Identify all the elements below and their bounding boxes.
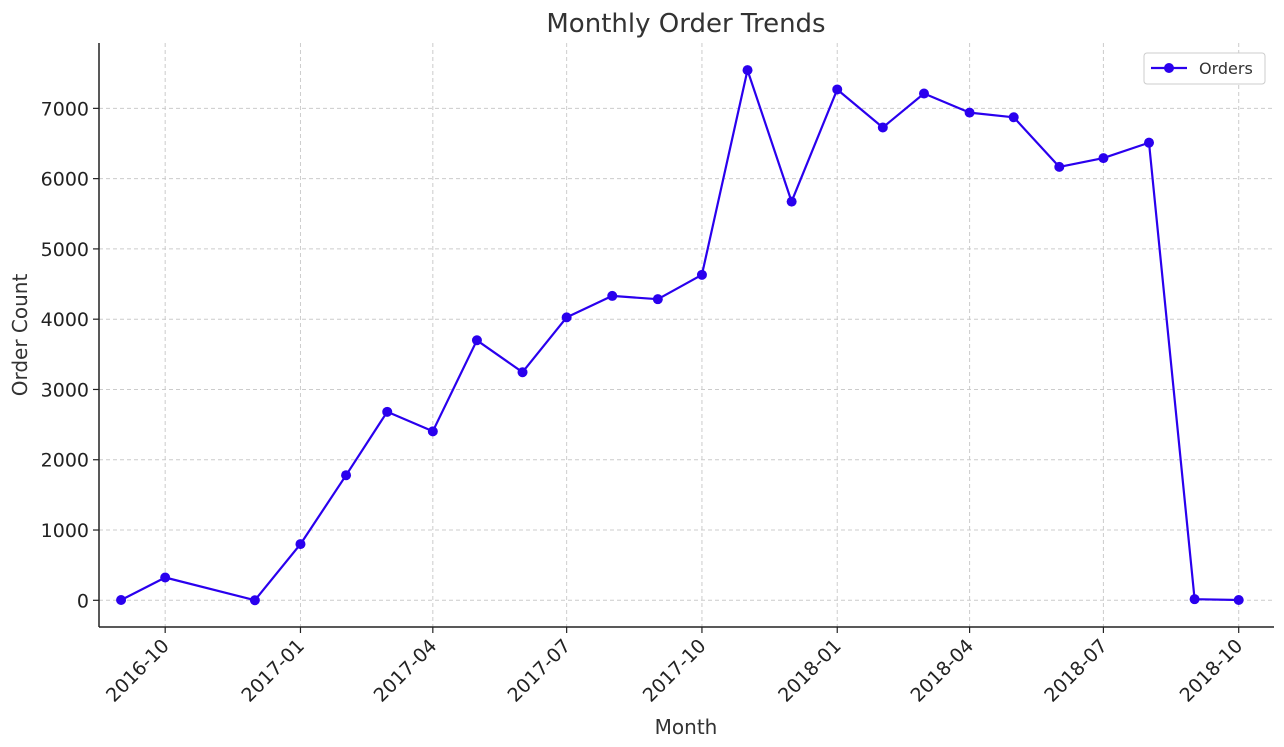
x-tick-label: 2018-01 (774, 635, 846, 707)
x-axis-label: Month (655, 715, 718, 739)
y-tick-label: 3000 (41, 379, 89, 401)
y-tick-label: 5000 (41, 239, 89, 261)
data-point (832, 84, 843, 95)
y-tick-label: 4000 (41, 309, 89, 331)
data-point (1098, 153, 1109, 164)
chart-title: Monthly Order Trends (546, 9, 825, 39)
data-point (652, 294, 663, 305)
data-point (295, 539, 306, 550)
legend: Orders (1143, 52, 1266, 85)
data-point (160, 572, 171, 583)
data-point (1054, 161, 1065, 172)
legend-marker (1164, 63, 1174, 73)
data-point (382, 406, 393, 417)
y-tick-label: 2000 (41, 450, 89, 472)
y-tick-label: 7000 (41, 98, 89, 120)
series-orders (116, 65, 1244, 606)
data-point (341, 470, 352, 481)
x-tick-label: 2018-04 (906, 635, 978, 707)
y-tick-label: 1000 (41, 520, 89, 542)
y-axis-label: Order Count (8, 274, 32, 397)
x-tick-label: 2017-07 (503, 635, 575, 707)
data-point (919, 88, 929, 99)
data-point (877, 122, 888, 133)
data-point (471, 335, 482, 346)
data-point (607, 290, 618, 301)
legend-label: Orders (1199, 59, 1253, 78)
data-point (742, 65, 753, 76)
x-tick-label: 2017-01 (237, 635, 309, 707)
data-point (517, 367, 528, 378)
data-point (116, 595, 127, 606)
x-tick-label: 2018-07 (1040, 635, 1112, 707)
y-tick-label: 0 (77, 590, 89, 612)
data-point (786, 196, 797, 207)
x-tick-label: 2016-10 (102, 635, 174, 707)
data-point (249, 595, 260, 606)
series-line (120, 68, 1239, 602)
y-tick-label: 6000 (41, 169, 89, 191)
x-tick-label: 2017-04 (370, 635, 442, 707)
data-point (1233, 595, 1244, 606)
x-tick-label: 2018-10 (1176, 635, 1248, 707)
data-point (964, 107, 975, 118)
legend-box (1143, 52, 1266, 85)
data-point (696, 269, 707, 280)
data-point (1189, 594, 1200, 605)
data-point (1144, 137, 1154, 148)
data-point (1008, 112, 1019, 123)
x-tick-label: 2017-10 (639, 635, 711, 707)
data-point (561, 312, 572, 323)
grid (99, 43, 1274, 627)
data-point (427, 426, 438, 437)
axes: 0 1000 2000 3000 4000 5000 6000 7000 2016-10 2017… (41, 43, 1274, 707)
